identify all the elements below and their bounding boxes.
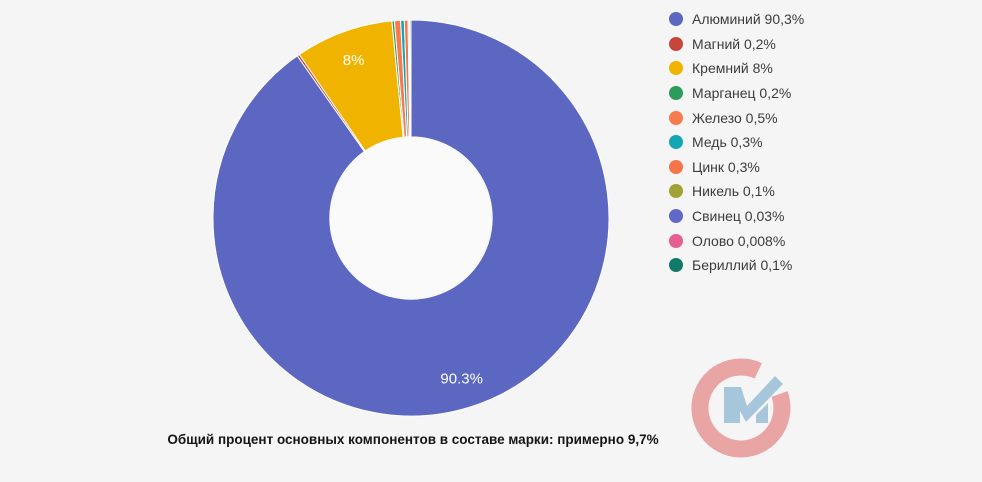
- legend-marker-icon: [669, 184, 683, 199]
- legend-item-7[interactable]: Никель 0,1%: [669, 179, 804, 204]
- legend-label: Медь 0,3%: [692, 134, 763, 151]
- legend-label: Магний 0,2%: [692, 35, 776, 52]
- donut-hole: [331, 138, 491, 298]
- legend-item-4[interactable]: Железо 0,5%: [669, 105, 804, 130]
- pie-slice-0[interactable]: [212, 19, 610, 417]
- legend-marker-icon: [669, 159, 683, 174]
- legend-label: Олово 0,008%: [692, 232, 786, 249]
- legend-label: Марганец 0,2%: [692, 85, 792, 102]
- logo-watermark: [691, 358, 791, 458]
- legend-label: Кремний 8%: [692, 60, 773, 77]
- legend-item-3[interactable]: Марганец 0,2%: [669, 81, 804, 106]
- logo-c-shape: [691, 358, 791, 458]
- logo-m-checkmark: [727, 376, 783, 422]
- legend-marker-icon: [669, 135, 683, 150]
- legend-label: Алюминий 90,3%: [692, 11, 805, 28]
- legend-marker-icon: [669, 61, 683, 76]
- legend-item-8[interactable]: Свинец 0,03%: [669, 204, 804, 229]
- legend-item-1[interactable]: Магний 0,2%: [669, 32, 804, 57]
- legend-label: Бериллий 0,1%: [692, 257, 793, 274]
- legend-marker-icon: [669, 209, 683, 224]
- legend-item-0[interactable]: Алюминий 90,3%: [669, 7, 804, 32]
- legend-marker-icon: [669, 110, 683, 125]
- slice-label-2: 8%: [343, 52, 365, 69]
- legend-item-6[interactable]: Цинк 0,3%: [669, 155, 804, 180]
- legend-item-10[interactable]: Бериллий 0,1%: [669, 253, 804, 278]
- legend-label: Никель 0,1%: [692, 183, 775, 200]
- legend-marker-icon: [669, 36, 683, 51]
- legend: Алюминий 90,3% Магний 0,2% Кремний 8% Марга…: [669, 7, 804, 278]
- legend-marker-icon: [669, 258, 683, 273]
- legend-item-9[interactable]: Олово 0,008%: [669, 228, 804, 253]
- pie-slice-10[interactable]: [409, 19, 412, 138]
- pie-slices-group: 90.3% 8%: [212, 19, 610, 417]
- legend-label: Свинец 0,03%: [692, 208, 785, 225]
- legend-item-5[interactable]: Медь 0,3%: [669, 130, 804, 155]
- legend-marker-icon: [669, 12, 683, 27]
- legend-marker-icon: [669, 86, 683, 101]
- legend-label: Цинк 0,3%: [692, 158, 760, 175]
- slice-label-0: 90.3%: [440, 371, 483, 388]
- legend-label: Железо 0,5%: [692, 109, 778, 126]
- chart-caption: Общий процент основных компонентов в сос…: [167, 432, 659, 447]
- legend-item-2[interactable]: Кремний 8%: [669, 56, 804, 81]
- legend-marker-icon: [669, 233, 683, 248]
- logo-m-right-bar: [756, 403, 768, 423]
